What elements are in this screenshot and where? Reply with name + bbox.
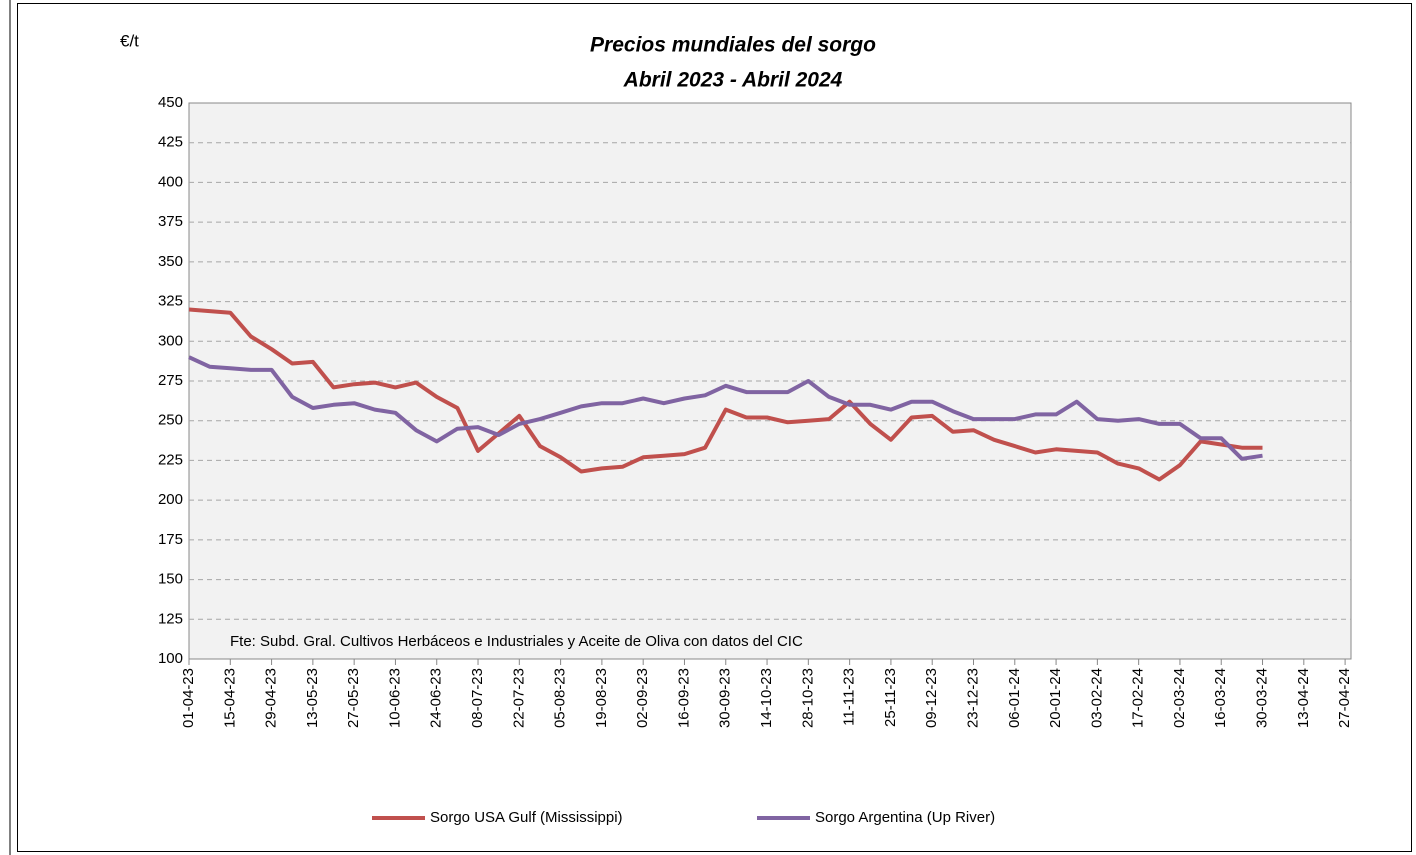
y-tick-label: 400 <box>158 173 183 190</box>
x-tick-label: 23-12-23 <box>964 668 981 728</box>
y-tick-label: 450 <box>158 94 183 111</box>
y-tick-label: 200 <box>158 491 183 508</box>
y-tick-label: 300 <box>158 332 183 349</box>
y-tick-label: 350 <box>158 253 183 270</box>
x-tick-label: 03-02-24 <box>1088 668 1105 728</box>
x-tick-label: 24-06-23 <box>428 668 445 728</box>
x-tick-label: 08-07-23 <box>469 668 486 728</box>
legend-label: Sorgo Argentina (Up River) <box>815 809 995 826</box>
x-tick-label: 10-06-23 <box>386 668 403 728</box>
x-tick-label: 20-01-24 <box>1047 668 1064 728</box>
y-tick-label: 325 <box>158 293 183 310</box>
x-tick-label: 16-03-24 <box>1212 668 1229 728</box>
x-tick-label: 14-10-23 <box>758 668 775 728</box>
legend-label: Sorgo USA Gulf (Mississippi) <box>430 809 623 826</box>
x-tick-label: 17-02-24 <box>1130 668 1147 728</box>
x-tick-label: 02-09-23 <box>634 668 651 728</box>
x-tick-label: 06-01-24 <box>1006 668 1023 728</box>
x-tick-label: 15-04-23 <box>221 668 238 728</box>
x-tick-label: 13-05-23 <box>304 668 321 728</box>
x-tick-label: 30-09-23 <box>717 668 734 728</box>
y-axis-label: €/t <box>120 31 139 50</box>
x-tick-label: 27-05-23 <box>345 668 362 728</box>
series-line <box>188 307 1263 482</box>
x-tick-label: 27-04-24 <box>1336 668 1353 728</box>
y-tick-label: 250 <box>158 412 183 429</box>
y-tick-label: 225 <box>158 451 183 468</box>
y-tick-label: 175 <box>158 531 183 548</box>
chart-subtitle: Abril 2023 - Abril 2024 <box>623 69 843 92</box>
x-tick-label: 16-09-23 <box>675 668 692 728</box>
x-tick-label: 05-08-23 <box>552 668 569 728</box>
x-tick-label: 25-11-23 <box>882 668 899 727</box>
chart-title: Precios mundiales del sorgo <box>590 34 876 57</box>
source-note: Fte: Subd. Gral. Cultivos Herbáceos e In… <box>230 633 803 650</box>
x-tick-label: 13-04-24 <box>1295 668 1312 728</box>
x-tick-label: 30-03-24 <box>1253 668 1270 728</box>
y-tick-label: 275 <box>158 372 183 389</box>
x-tick-label: 22-07-23 <box>510 668 527 728</box>
series-line <box>188 355 1263 461</box>
y-tick-label: 100 <box>158 650 183 667</box>
y-tick-label: 375 <box>158 213 183 230</box>
y-tick-label: 125 <box>158 610 183 627</box>
x-tick-label: 02-03-24 <box>1171 668 1188 728</box>
x-tick-label: 01-04-23 <box>180 668 197 728</box>
x-tick-label: 09-12-23 <box>923 668 940 728</box>
x-tick-label: 11-11-23 <box>841 668 858 726</box>
y-tick-label: 425 <box>158 134 183 151</box>
y-tick-label: 150 <box>158 571 183 588</box>
x-tick-label: 28-10-23 <box>799 668 816 728</box>
x-tick-label: 29-04-23 <box>263 668 280 728</box>
x-tick-label: 19-08-23 <box>593 668 610 728</box>
